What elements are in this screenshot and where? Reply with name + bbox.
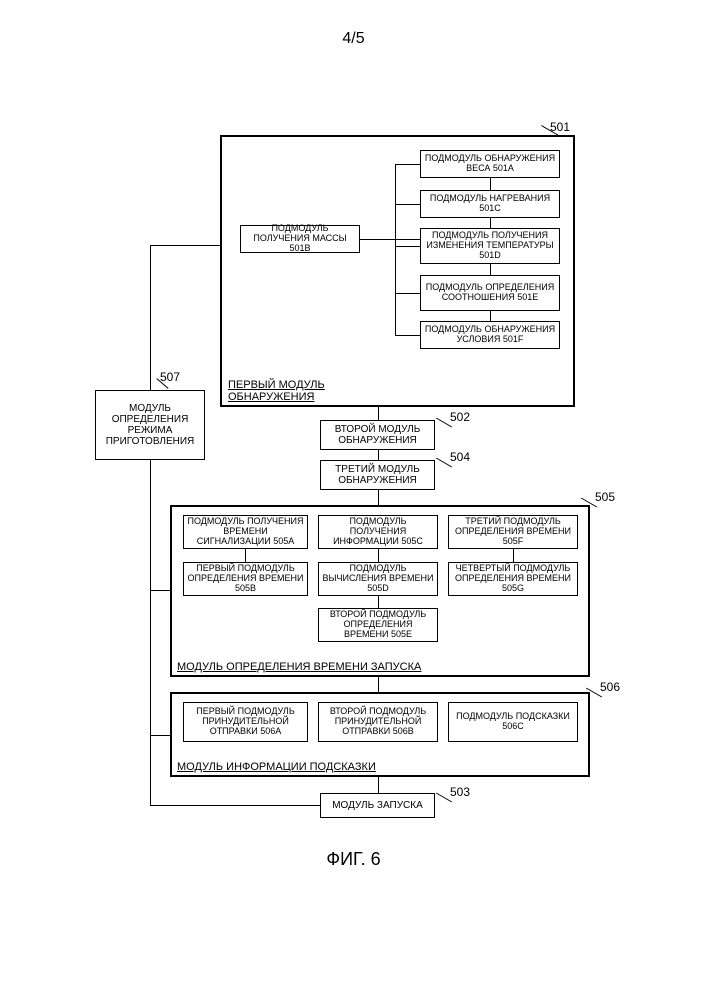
conn-505-506: [378, 677, 379, 692]
conn-505a-505b: [245, 549, 246, 562]
box-505g: ЧЕТВЕРТЫЙ ПОДМОДУЛЬ ОПРЕДЕЛЕНИЯ ВРЕМЕНИ …: [448, 562, 578, 596]
ref-504: 504: [450, 450, 470, 464]
conn-502-504: [378, 450, 379, 460]
box-501a: ПОДМОДУЛЬ ОБНАРУЖЕНИЯ ВЕСА 501A: [420, 150, 560, 178]
conn-spine-501a: [395, 164, 420, 165]
bus-507-501: [150, 245, 220, 246]
box-501f: ПОДМОДУЛЬ ОБНАРУЖЕНИЯ УСЛОВИЯ 501F: [420, 321, 560, 349]
page: 4/5 501 507 502 504 505 506 503 ПЕРВЫЙ М…: [0, 0, 707, 1000]
container-506-label: МОДУЛЬ ИНФОРМАЦИИ ПОДСКАЗКИ: [177, 761, 376, 773]
conn-spine-501f: [395, 335, 420, 336]
ref-503: 503: [450, 785, 470, 799]
conn-501-502: [378, 407, 379, 420]
ref-505: 505: [595, 490, 615, 504]
conn-spine-501d: [395, 246, 420, 247]
box-507: МОДУЛЬ ОПРЕДЕЛЕНИЯ РЕЖИМА ПРИГОТОВЛЕНИЯ: [95, 390, 205, 460]
figure-caption: ФИГ. 6: [0, 849, 707, 870]
box-501e: ПОДМОДУЛЬ ОПРЕДЕЛЕНИЯ СООТНОШЕНИЯ 501E: [420, 275, 560, 311]
box-506b: ВТОРОЙ ПОДМОДУЛЬ ПРИНУДИТЕЛЬНОЙ ОТПРАВКИ…: [318, 702, 438, 742]
ref-506: 506: [600, 680, 620, 694]
box-505d: ПОДМОДУЛЬ ВЫЧИСЛЕНИЯ ВРЕМЕНИ 505D: [318, 562, 438, 596]
ref-507: 507: [160, 370, 180, 384]
box-501b: ПОДМОДУЛЬ ПОЛУЧЕНИЯ МАССЫ 501B: [240, 225, 360, 253]
box-502: ВТОРОЙ МОДУЛЬ ОБНАРУЖЕНИЯ: [320, 420, 435, 450]
conn-504-505: [378, 490, 379, 505]
container-505-label: МОДУЛЬ ОПРЕДЕЛЕНИЯ ВРЕМЕНИ ЗАПУСКА: [177, 661, 421, 673]
conn-501b-spine: [395, 164, 396, 335]
bus-507-503: [150, 805, 320, 806]
page-number: 4/5: [0, 30, 707, 48]
box-505b: ПЕРВЫЙ ПОДМОДУЛЬ ОПРЕДЕЛЕНИЯ ВРЕМЕНИ 505…: [183, 562, 308, 596]
bus-507-506: [150, 735, 170, 736]
conn-505c-505d: [378, 549, 379, 562]
conn-spine-501e: [395, 293, 420, 294]
box-504: ТРЕТИЙ МОДУЛЬ ОБНАРУЖЕНИЯ: [320, 460, 435, 490]
box-505f: ТРЕТИЙ ПОДМОДУЛЬ ОПРЕДЕЛЕНИЯ ВРЕМЕНИ 505…: [448, 515, 578, 549]
conn-501a-501c: [490, 178, 491, 190]
box-505c: ПОДМОДУЛЬ ПОЛУЧЕНИЯ ИНФОРМАЦИИ 505C: [318, 515, 438, 549]
conn-505f-505g: [513, 549, 514, 562]
conn-spine-501c: [395, 204, 420, 205]
container-501-label: ПЕРВЫЙ МОДУЛЬ ОБНАРУЖЕНИЯ: [228, 379, 368, 403]
box-505e: ВТОРОЙ ПОДМОДУЛЬ ОПРЕДЕЛЕНИЯ ВРЕМЕНИ 505…: [318, 608, 438, 642]
conn-501d-501e: [490, 264, 491, 275]
conn-505d-505e: [378, 596, 379, 608]
box-503: МОДУЛЬ ЗАПУСКА: [320, 793, 435, 818]
bus-507-up: [150, 245, 151, 390]
bus-507-505: [150, 590, 170, 591]
conn-501c-501d: [490, 218, 491, 228]
conn-501e-501f: [490, 311, 491, 321]
box-505a: ПОДМОДУЛЬ ПОЛУЧЕНИЯ ВРЕМЕНИ СИГНАЛИЗАЦИИ…: [183, 515, 308, 549]
box-506c: ПОДМОДУЛЬ ПОДСКАЗКИ 506C: [448, 702, 578, 742]
conn-506-503: [378, 777, 379, 793]
ref-502: 502: [450, 410, 470, 424]
box-506a: ПЕРВЫЙ ПОДМОДУЛЬ ПРИНУДИТЕЛЬНОЙ ОТПРАВКИ…: [183, 702, 308, 742]
box-501c: ПОДМОДУЛЬ НАГРЕВАНИЯ 501C: [420, 190, 560, 218]
conn-501b-h: [360, 239, 420, 240]
bus-507-down: [150, 460, 151, 805]
box-501d: ПОДМОДУЛЬ ПОЛУЧЕНИЯ ИЗМЕНЕНИЯ ТЕМПЕРАТУР…: [420, 228, 560, 264]
